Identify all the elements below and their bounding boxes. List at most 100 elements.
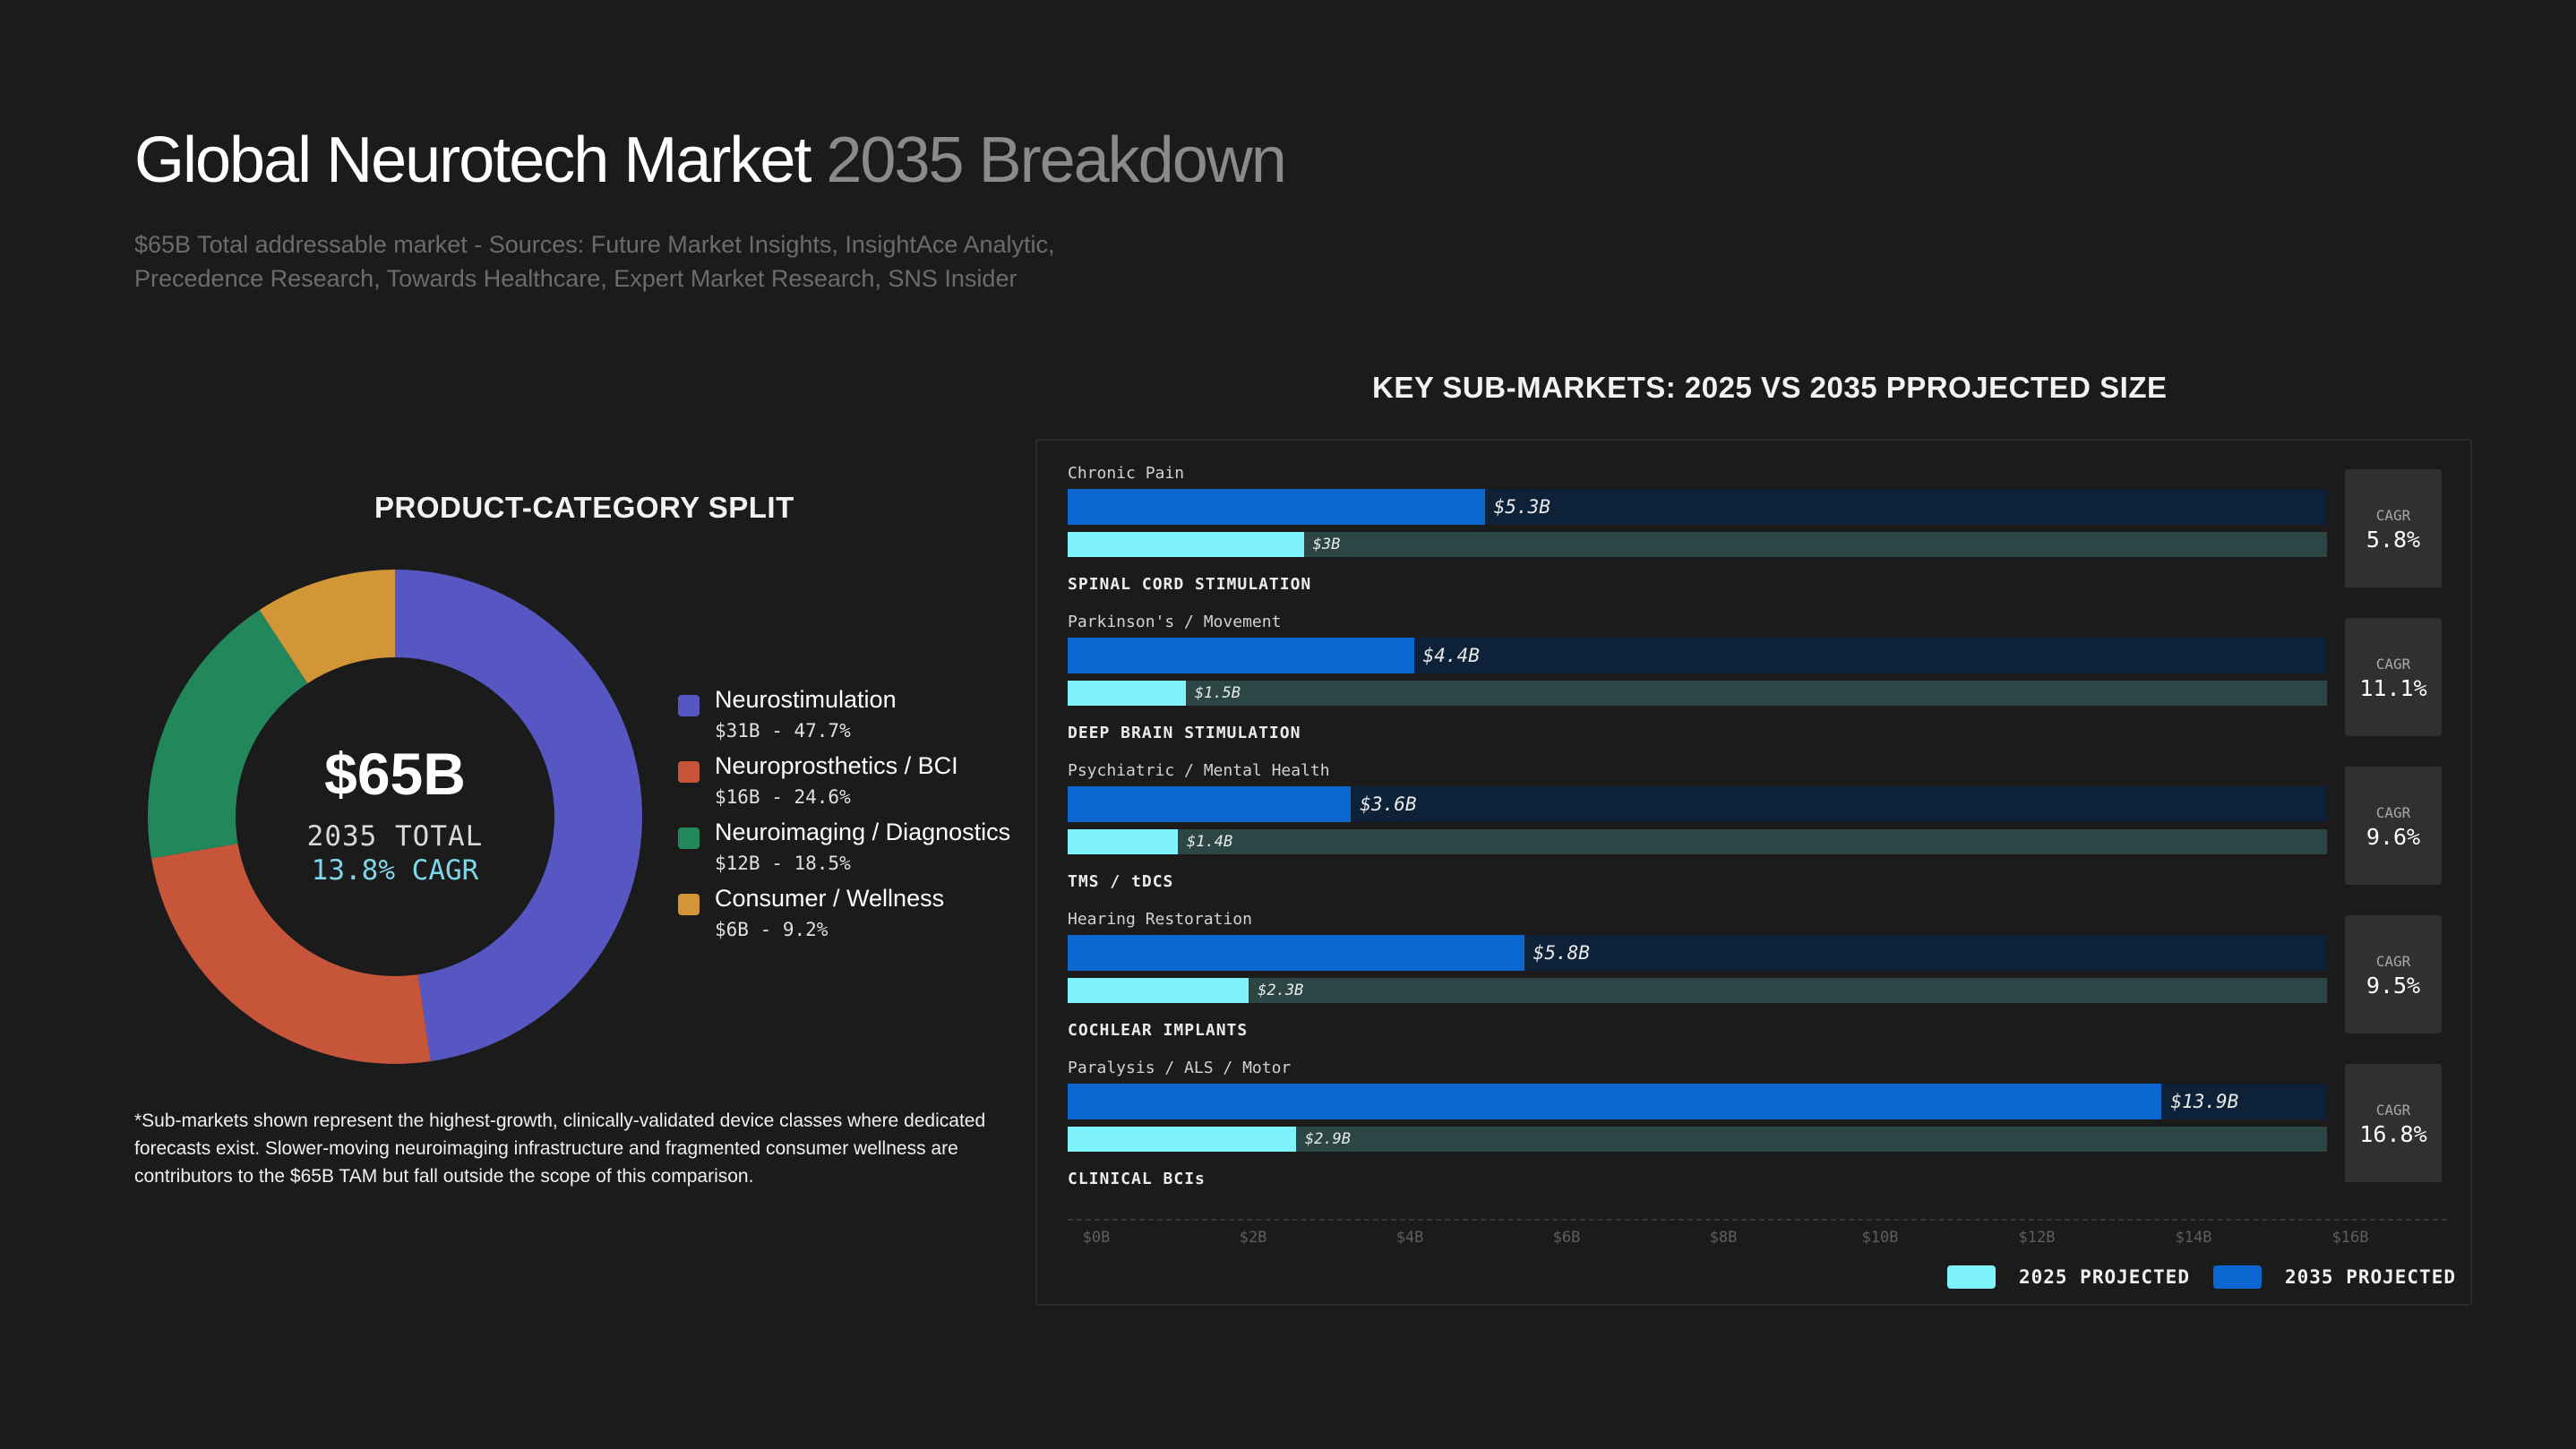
row-indication: Psychiatric / Mental Health (1068, 761, 1330, 780)
bar-2035 (1068, 935, 1524, 971)
bar-2025 (1068, 978, 1249, 1003)
cagr-label: CAGR (2375, 507, 2411, 524)
bar-2035-label: $5.8B (1533, 942, 1590, 964)
row-indication: Hearing Restoration (1068, 910, 1252, 929)
bar-2025-label: $1.4B (1187, 833, 1233, 851)
legend-label: Neuroimaging / Diagnostics (715, 819, 1011, 845)
cagr-label: CAGR (2375, 953, 2411, 970)
cagr-label: CAGR (2375, 804, 2411, 821)
legend-swatch (678, 695, 700, 716)
page-subtitle: $65B Total addressable market - Sources:… (134, 231, 1055, 292)
legend-label: Consumer / Wellness (715, 885, 945, 912)
legend-value: $31B - 47.7% (715, 720, 851, 742)
bar-track-2025 (1068, 681, 2327, 706)
legend-swatch (678, 894, 700, 915)
x-tick-label: $12B (2018, 1229, 2056, 1247)
bar-track-2035 (1068, 935, 2327, 971)
bar-track-2035 (1068, 638, 2327, 673)
legend-label: Neurostimulation (715, 686, 897, 713)
x-tick-label: $16B (2331, 1229, 2369, 1247)
bar-track-2025 (1068, 978, 2327, 1003)
legend-swatch (678, 761, 700, 783)
bar-legend-item: 2025 PROJECTED (1946, 1265, 2190, 1289)
bar-track-2025 (1068, 1127, 2327, 1152)
cagr-value: 16.8% (2359, 1121, 2427, 1147)
bar-chart-heading: KEY SUB-MARKETS: 2025 VS 2035 PPROJECTED… (1372, 371, 2168, 404)
bar-2025 (1068, 1127, 1296, 1152)
bar-2035-label: $13.9B (2170, 1091, 2239, 1112)
bar-legend-item: 2035 PROJECTED (2212, 1265, 2456, 1289)
footnote: *Sub-markets shown represent the highest… (134, 1110, 986, 1187)
x-axis-line (1068, 1219, 2447, 1221)
donut-slice-neuroimaging-diagnostics (148, 610, 308, 859)
legend-value: $12B - 18.5% (715, 853, 851, 874)
legend-swatch (678, 827, 700, 849)
cagr-badge: CAGR 11.1% (2345, 618, 2442, 736)
bar-2025-label: $3B (1312, 536, 1341, 553)
legend-value: $16B - 24.6% (715, 786, 851, 808)
bar-row: Psychiatric / Mental Health $3.6B $1.4B TMS… (1037, 738, 2470, 891)
donut-cagr: 13.8% CAGR (311, 854, 479, 887)
bar-row: Parkinson's / Movement $4.4B $1.5B DEEP BRA… (1037, 589, 2470, 742)
x-tick-label: $4B (1395, 1229, 1424, 1247)
bar-row: Chronic Pain $5.3B $3B SPINAL CORD STIMULAT… (1037, 441, 2470, 594)
page-title: Global Neurotech Market 2035 Breakdown (134, 124, 1287, 197)
cagr-badge: CAGR 9.6% (2345, 767, 2442, 885)
bar-track-2035 (1068, 1084, 2327, 1119)
bar-2035-label: $4.4B (1422, 645, 1480, 666)
bar-row: Paralysis / ALS / Motor $13.9B $2.9B CLINIC… (1037, 1035, 2470, 1188)
bar-2035 (1068, 638, 1414, 673)
bar-2035-label: $5.3B (1493, 496, 1550, 518)
bar-2025 (1068, 681, 1186, 706)
bar-2025 (1068, 532, 1304, 557)
donut-slice-neuroprosthetics-bci (150, 843, 431, 1064)
bar-2035 (1068, 489, 1485, 525)
donut-slice-consumer-wellness (259, 570, 395, 684)
split-heading: PRODUCT-CATEGORY SPLIT (374, 491, 794, 524)
bar-legend-label: 2035 PROJECTED (2284, 1266, 2456, 1288)
bar-chart-panel: Chronic Pain $5.3B $3B SPINAL CORD STIMULAT… (1035, 439, 2472, 1306)
donut-total-value: $65B (324, 741, 466, 807)
cagr-value: 9.6% (2366, 824, 2421, 850)
bar-2025 (1068, 829, 1179, 854)
x-tick-label: $2B (1239, 1229, 1267, 1247)
x-tick-label: $10B (1861, 1229, 1899, 1247)
bar-track-2035 (1068, 489, 2327, 525)
donut-chart (148, 570, 642, 1064)
cagr-value: 11.1% (2359, 675, 2427, 701)
bar-2025-label: $2.9B (1304, 1130, 1352, 1148)
row-indication: Parkinson's / Movement (1068, 613, 1282, 631)
legend-value: $6B - 9.2% (715, 919, 829, 940)
bar-track-2025 (1068, 829, 2327, 854)
title-sub: 2035 Breakdown (826, 124, 1286, 196)
x-tick-label: $0B (1082, 1229, 1111, 1247)
donut-total-label: 2035 TOTAL (306, 820, 484, 853)
bar-2025-label: $1.5B (1194, 684, 1241, 702)
x-tick-label: $6B (1552, 1229, 1581, 1247)
row-indication: Chronic Pain (1068, 464, 1185, 483)
x-tick-label: $8B (1709, 1229, 1738, 1247)
cagr-value: 5.8% (2366, 527, 2421, 553)
row-category: COCHLEAR IMPLANTS (1068, 1021, 1249, 1040)
bar-track-2025 (1068, 532, 2327, 557)
bar-2035 (1068, 786, 1352, 822)
bar-row: Hearing Restoration $5.8B $2.3B COCHLEAR IM… (1037, 887, 2470, 1040)
legend-label: Neuroprosthetics / BCI (715, 752, 958, 779)
row-indication: Paralysis / ALS / Motor (1068, 1059, 1292, 1077)
donut-slice-neurostimulation (395, 570, 642, 1062)
row-category: TMS / tDCS (1068, 872, 1174, 891)
cagr-value: 9.5% (2366, 973, 2421, 999)
row-category: DEEP BRAIN STIMULATION (1068, 724, 1301, 742)
bar-legend-swatch (2212, 1265, 2262, 1289)
cagr-badge: CAGR 9.5% (2345, 915, 2442, 1033)
cagr-label: CAGR (2375, 1102, 2411, 1119)
title-main: Global Neurotech Market (134, 124, 811, 196)
cagr-label: CAGR (2375, 656, 2411, 673)
bar-track-2035 (1068, 786, 2327, 822)
cagr-badge: CAGR 16.8% (2345, 1064, 2442, 1182)
bar-2025-label: $2.3B (1258, 982, 1304, 999)
cagr-badge: CAGR 5.8% (2345, 469, 2442, 587)
bar-2035-label: $3.6B (1360, 793, 1417, 815)
bar-legend-label: 2025 PROJECTED (2018, 1266, 2190, 1288)
bar-legend-swatch (1946, 1265, 1996, 1289)
